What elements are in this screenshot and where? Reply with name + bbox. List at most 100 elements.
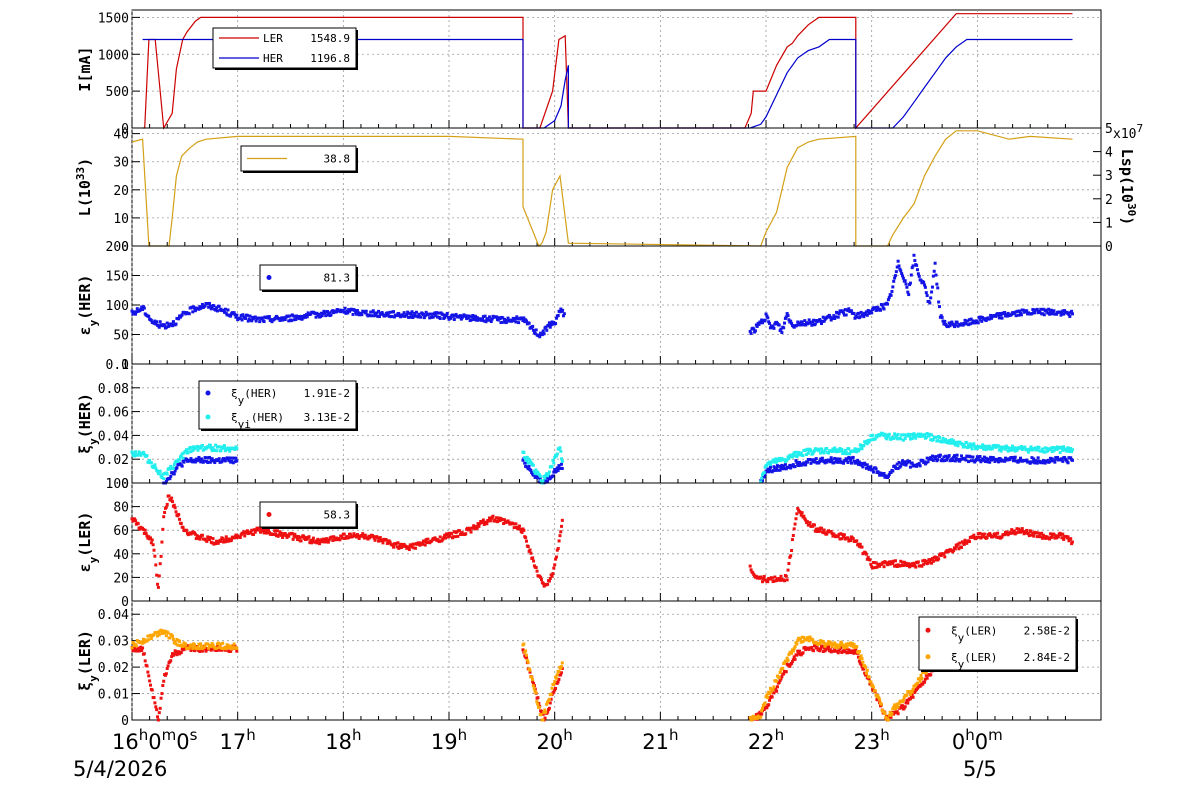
data-point: [228, 449, 232, 453]
data-point: [318, 542, 322, 546]
data-point: [913, 690, 917, 694]
data-point: [180, 464, 184, 468]
data-point: [852, 642, 856, 646]
data-point: [490, 317, 494, 321]
data-point: [1039, 535, 1043, 539]
data-point: [846, 460, 850, 464]
data-point: [443, 533, 447, 537]
data-point: [1055, 312, 1059, 316]
data-point: [1055, 445, 1059, 449]
data-point: [925, 676, 929, 680]
data-point: [1019, 456, 1023, 460]
data-point: [765, 463, 769, 467]
data-point: [953, 323, 957, 327]
data-point: [178, 652, 182, 656]
data-point: [774, 457, 778, 461]
data-point: [944, 454, 948, 458]
data-point: [553, 563, 557, 567]
data-point: [200, 306, 204, 310]
data-point: [170, 655, 174, 659]
data-point: [880, 472, 884, 476]
data-point: [891, 469, 895, 473]
data-point: [1003, 533, 1007, 537]
data-point: [526, 660, 530, 664]
data-point: [1037, 535, 1041, 539]
data-point: [399, 542, 403, 546]
data-point: [856, 462, 860, 466]
data-point: [871, 685, 875, 689]
data-point: [961, 323, 965, 327]
legend-name-part: HER: [263, 52, 283, 65]
y-tick-label: 30: [113, 156, 129, 171]
data-point: [951, 459, 955, 463]
legend-name: ξy(HER): [231, 387, 277, 407]
data-point: [968, 442, 972, 446]
data-point: [932, 269, 936, 273]
data-point: [230, 538, 234, 542]
data-point: [419, 315, 423, 319]
data-point: [423, 314, 427, 318]
data-point: [158, 706, 162, 710]
data-point: [1059, 533, 1063, 537]
data-point: [1006, 311, 1010, 315]
legend-name-part: y: [958, 631, 965, 644]
data-point: [772, 685, 776, 689]
data-point: [530, 326, 534, 330]
data-point: [953, 459, 957, 463]
data-point: [812, 449, 816, 453]
data-point: [136, 647, 140, 651]
data-point: [174, 642, 178, 646]
data-point: [138, 309, 142, 313]
data-point: [911, 695, 915, 699]
data-point: [155, 573, 159, 577]
data-point: [830, 458, 834, 462]
data-point: [197, 642, 201, 646]
data-point: [343, 306, 347, 310]
series-luminosity-0: [131, 130, 1073, 248]
data-point: [355, 312, 359, 316]
data-point: [541, 718, 545, 722]
data-point: [995, 535, 999, 539]
data-point: [531, 463, 535, 467]
data-point: [554, 469, 558, 473]
data-point: [943, 555, 947, 559]
data-point: [832, 643, 836, 647]
data-point: [874, 467, 878, 471]
data-point: [915, 464, 919, 468]
data-point: [841, 533, 845, 537]
data-point: [859, 461, 863, 465]
data-point: [896, 712, 900, 716]
data-point: [409, 312, 413, 316]
data-point: [943, 319, 947, 323]
data-point: [152, 696, 156, 700]
data-point: [553, 467, 557, 471]
data-point: [240, 318, 244, 322]
data-point: [148, 458, 152, 462]
data-point: [808, 635, 812, 639]
data-point: [209, 446, 213, 450]
data-point: [224, 535, 228, 539]
data-point: [171, 466, 175, 470]
data-point: [929, 557, 933, 561]
data-point: [941, 459, 945, 463]
data-point: [174, 510, 178, 514]
data-point: [783, 467, 787, 471]
data-point: [1019, 446, 1023, 450]
data-point: [162, 679, 166, 683]
data-point: [130, 517, 134, 521]
data-point: [934, 455, 938, 459]
data-point: [894, 270, 898, 274]
data-point: [277, 533, 281, 537]
data-point: [1044, 536, 1048, 540]
data-point: [131, 453, 135, 457]
data-point: [156, 718, 160, 722]
data-point: [132, 642, 136, 646]
data-point: [924, 559, 928, 563]
data-point: [952, 549, 956, 553]
data-point: [882, 565, 886, 569]
data-point: [974, 457, 978, 461]
data-point: [205, 539, 209, 543]
data-point: [762, 574, 766, 578]
data-point: [131, 649, 135, 653]
data-point: [207, 538, 211, 542]
